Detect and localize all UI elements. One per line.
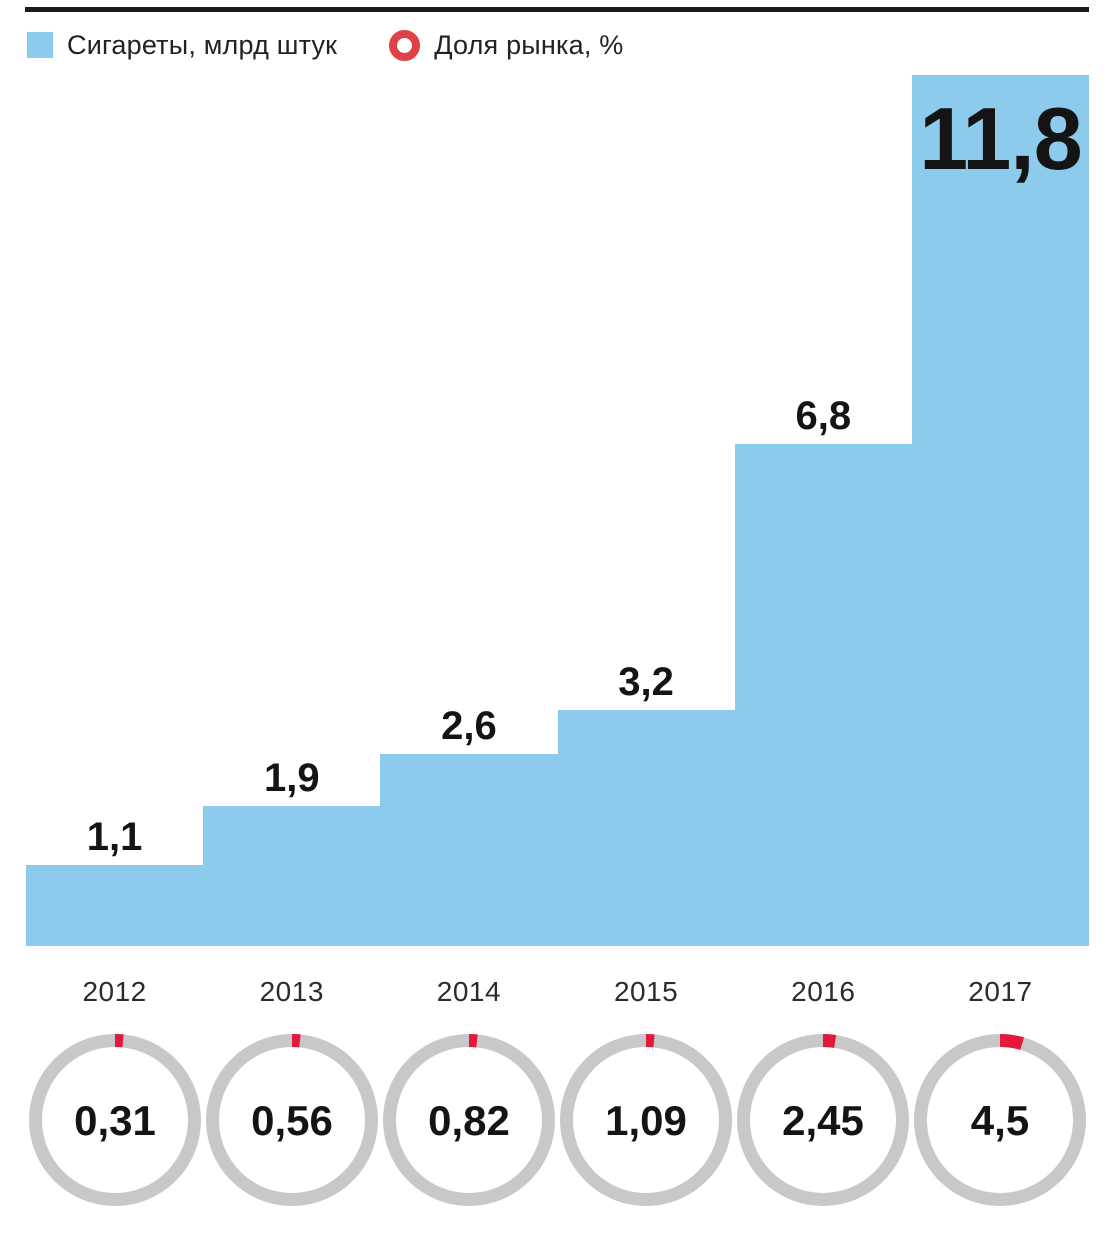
donut-ring-icon: 0,31 xyxy=(28,1034,201,1206)
donut-ring-icon: 2,45 xyxy=(737,1034,910,1206)
share-value-label-2014: 0,82 xyxy=(428,1097,510,1144)
bar-value-label-2017: 11,8 xyxy=(919,89,1082,188)
year-label-2015: 2015 xyxy=(613,976,679,1007)
bar-2013 xyxy=(203,805,381,946)
chart-column-2015: 3,2 xyxy=(557,75,735,946)
bar-2015 xyxy=(557,709,735,946)
bar-value-label-2013: 1,9 xyxy=(263,755,320,800)
x-axis-year-labels: 2012 2013 2014 2015 2016 2017 xyxy=(26,976,1089,1016)
donut-ring-icon: 1,09 xyxy=(560,1034,733,1206)
year-label-2017: 2017 xyxy=(968,976,1033,1007)
share-arc xyxy=(28,1034,201,1206)
year-label-2016: 2016 xyxy=(791,976,856,1007)
year-label-2012: 2012 xyxy=(82,976,147,1007)
share-arc xyxy=(560,1034,733,1206)
bar-series-swatch-icon xyxy=(27,32,53,58)
legend-item-market-share: Доля рынка, % xyxy=(389,29,624,61)
share-value-label-2016: 2,45 xyxy=(782,1097,864,1144)
share-arc xyxy=(205,1034,378,1206)
share-arc xyxy=(737,1034,910,1206)
chart-column-2013: 1,9 xyxy=(203,75,381,946)
legend-label-cigarettes: Сигареты, млрд штук xyxy=(67,29,338,60)
bar-2016 xyxy=(734,444,912,946)
ring-icon xyxy=(389,29,421,61)
market-share-donut-2016: 2,45 xyxy=(735,1034,912,1206)
market-share-donut-2012: 0,31 xyxy=(26,1034,203,1206)
bar-value-label-2012: 1,1 xyxy=(86,814,143,859)
legend: Сигареты, млрд штук Доля рынка, % xyxy=(27,29,1116,61)
bar-2014 xyxy=(380,754,558,946)
step-bar-chart: 1,1 1,9 2,6 3,2 6,8 11,8 xyxy=(26,75,1090,946)
share-arc xyxy=(382,1034,555,1206)
share-arc xyxy=(914,1034,1087,1206)
donut-ring-icon: 4,5 xyxy=(914,1034,1087,1206)
legend-label-market-share: Доля рынка, % xyxy=(434,29,624,60)
market-share-donut-row: 0,31 0,56 0,82 1,09 2,45 4,5 xyxy=(26,1034,1089,1206)
legend-item-cigarettes: Сигареты, млрд штук xyxy=(27,30,337,61)
year-label-2013: 2013 xyxy=(259,976,324,1007)
top-rule xyxy=(25,7,1089,12)
market-share-donut-2017: 4,5 xyxy=(912,1034,1089,1206)
share-value-label-2012: 0,31 xyxy=(74,1097,156,1144)
market-share-donut-2015: 1,09 xyxy=(558,1034,735,1206)
bar-2012 xyxy=(26,864,204,946)
donut-ring-icon: 0,56 xyxy=(205,1034,378,1206)
market-share-donut-2014: 0,82 xyxy=(380,1034,557,1206)
market-share-donut-2013: 0,56 xyxy=(203,1034,380,1206)
plot-area: 1,1 1,9 2,6 3,2 6,8 11,8 2012 2013 2014 2015 2016… xyxy=(26,75,1090,1206)
bar-value-label-2016: 6,8 xyxy=(795,394,852,439)
year-label-2014: 2014 xyxy=(436,976,502,1007)
share-value-label-2015: 1,09 xyxy=(605,1097,687,1144)
donut-ring-icon: 0,82 xyxy=(382,1034,555,1206)
share-value-label-2013: 0,56 xyxy=(251,1097,333,1144)
chart-column-2016: 6,8 xyxy=(734,75,912,946)
chart-column-2012: 1,1 xyxy=(26,75,204,946)
bar-value-label-2015: 3,2 xyxy=(618,659,674,704)
chart-column-2014: 2,6 xyxy=(380,75,558,946)
chart-column-2017: 11,8 xyxy=(911,75,1090,946)
bar-value-label-2014: 2,6 xyxy=(441,704,497,749)
bar-2017: 11,8 xyxy=(911,75,1090,946)
share-value-label-2017: 4,5 xyxy=(971,1097,1029,1144)
